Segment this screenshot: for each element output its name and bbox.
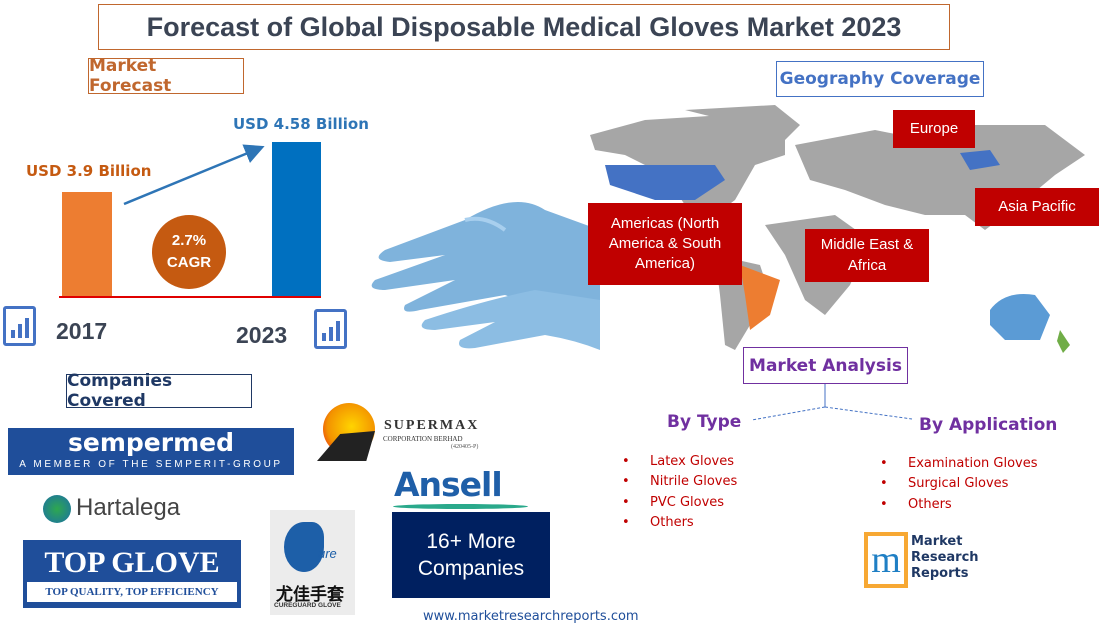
- supermax-emblem-icon: [315, 403, 380, 465]
- market-analysis-label: Market Analysis: [743, 347, 908, 384]
- list-item: Others: [876, 494, 1038, 515]
- chart-baseline: [59, 296, 321, 298]
- logo-sempermed-name: sempermed: [68, 428, 234, 457]
- region-americas: Americas (North America & South America): [588, 203, 742, 285]
- bar-chart-icon: [3, 306, 36, 346]
- year-2017: 2017: [56, 318, 108, 344]
- list-item: Latex Gloves: [618, 451, 737, 472]
- logo-top-glove-tagline: TOP QUALITY, TOP EFFICIENCY: [27, 582, 237, 602]
- list-item: Surgical Gloves: [876, 474, 1038, 495]
- bar-2017: [62, 192, 112, 297]
- logo-sempermed: sempermed A MEMBER OF THE SEMPERIT-GROUP: [8, 428, 294, 475]
- companies-covered-label: Companies Covered: [66, 371, 252, 411]
- list-item: Examination Gloves: [876, 453, 1038, 474]
- mrr-logo-text: Market Research Reports: [911, 534, 979, 581]
- mrr-logo-icon: m: [864, 532, 908, 588]
- logo-cureguard-sub: CUREGUARD GLOVE: [274, 602, 341, 609]
- hartalega-globe-icon: [43, 495, 71, 523]
- more-companies-box: 16+ More Companies: [392, 512, 550, 598]
- website-url[interactable]: www.marketresearchreports.com: [423, 609, 639, 624]
- page-title: Forecast of Global Disposable Medical Gl…: [98, 4, 950, 50]
- list-item: PVC Gloves: [618, 492, 737, 513]
- bar-2023: [272, 142, 321, 297]
- growth-arrow-icon: [123, 144, 265, 206]
- logo-ansell: Ansell: [394, 465, 503, 504]
- logo-supermax-name: SUPERMAX: [384, 418, 480, 433]
- region-europe: Europe: [893, 110, 975, 148]
- logo-top-glove: TOP GLOVE TOP QUALITY, TOP EFFICIENCY: [23, 540, 241, 608]
- logo-cureguard-chinese: 尤佳手套: [276, 585, 344, 605]
- by-application-list: Examination Gloves Surgical Gloves Other…: [876, 453, 1038, 515]
- region-middle-east-africa: Middle East & Africa: [805, 229, 929, 282]
- geography-coverage-label: Geography Coverage: [776, 61, 984, 97]
- list-item: Others: [618, 513, 737, 534]
- cagr-label: CAGR: [166, 254, 212, 271]
- year-2023: 2023: [236, 322, 288, 348]
- by-type-heading: By Type: [667, 412, 742, 432]
- bar-chart-icon: [314, 309, 347, 349]
- market-forecast-label: Market Forecast: [88, 56, 244, 96]
- gloves-image: [371, 202, 600, 350]
- value-label-2023: USD 4.58 Billion: [233, 115, 369, 133]
- logo-top-glove-name: TOP GLOVE: [44, 546, 220, 579]
- cureguard-hand-icon: [284, 522, 324, 572]
- logo-supermax-reg: (420405-P): [451, 444, 479, 450]
- logo-sempermed-tagline: A MEMBER OF THE SEMPERIT-GROUP: [19, 459, 283, 470]
- cagr-value: 2.7%: [171, 231, 207, 249]
- logo-hartalega: Hartalega: [76, 494, 181, 521]
- cagr-badge: 2.7% CAGR: [152, 215, 226, 289]
- value-label-2017: USD 3.9 Billion: [26, 162, 152, 180]
- region-asia-pacific: Asia Pacific: [975, 188, 1099, 226]
- by-application-heading: By Application: [919, 415, 1058, 435]
- tree-connector: [751, 384, 913, 421]
- logo-cureguard: ure 尤佳手套 CUREGUARD GLOVE: [270, 510, 355, 615]
- logo-cureguard-brand: ure: [318, 546, 337, 561]
- list-item: Nitrile Gloves: [618, 472, 737, 493]
- logo-supermax-sub: CORPORATION BERHAD: [383, 435, 463, 443]
- ansell-swoosh-icon: [393, 504, 528, 509]
- by-type-list: Latex Gloves Nitrile Gloves PVC Gloves O…: [618, 451, 737, 533]
